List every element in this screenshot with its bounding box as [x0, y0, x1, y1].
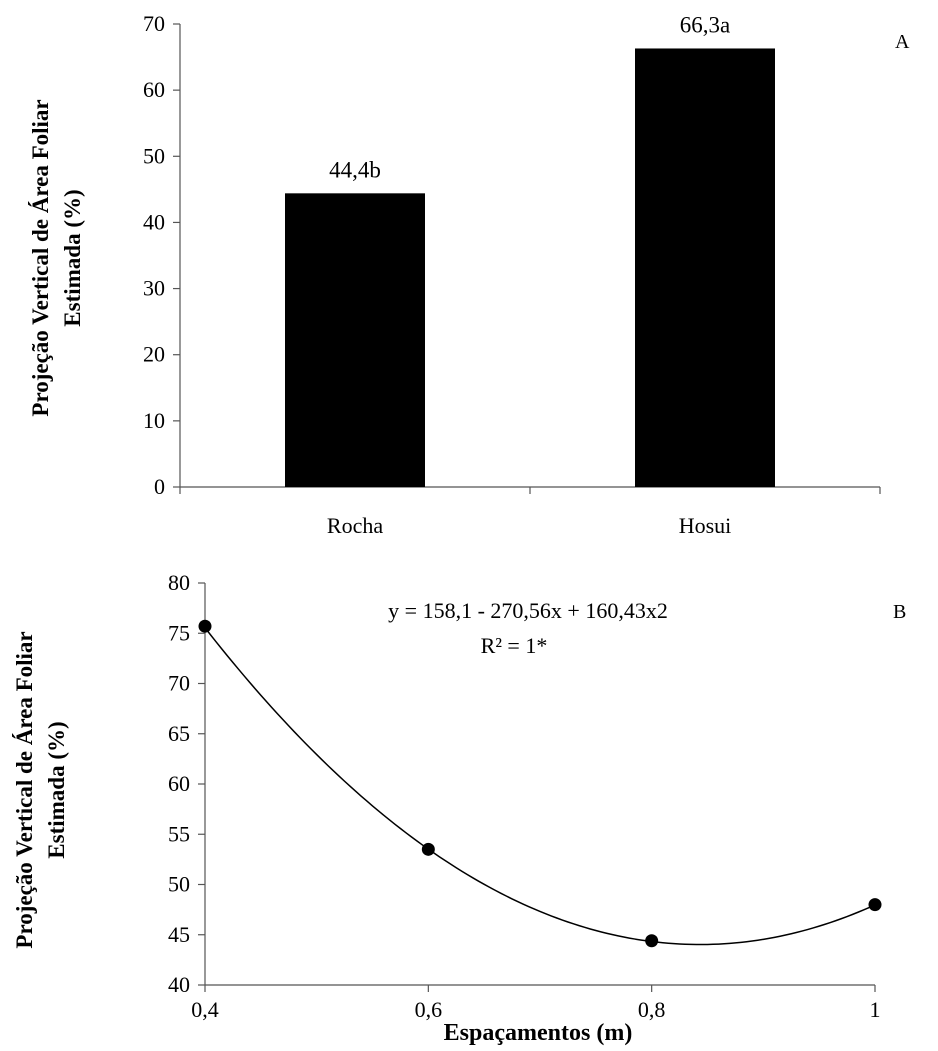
chart-b-y-axis-title-line1: Projeção Vertical de Área Foliar [12, 631, 37, 948]
chart-b-y-tick-label: 80 [168, 570, 190, 595]
chart-a-data-label: 44,4b [329, 157, 381, 182]
chart-a-y-tick-label: 40 [143, 209, 165, 234]
chart-a-data-label: 66,3a [680, 12, 730, 37]
chart-a-y-tick-label: 0 [154, 474, 165, 499]
chart-b-point [421, 842, 435, 856]
chart-a-y-axis: 0 10 20 30 40 50 60 70 [143, 11, 181, 499]
chart-b-points [198, 619, 882, 948]
chart-b-point [645, 934, 659, 948]
panel-a-label: A [895, 31, 910, 53]
chart-b-y-axis: 40 45 50 55 60 65 70 75 80 [168, 570, 206, 997]
chart-b-x-tick-label: 0,6 [415, 997, 443, 1022]
chart-b-r-squared: R² = 1* [481, 633, 548, 658]
chart-b-point [868, 898, 882, 912]
chart-b-point [198, 619, 212, 633]
chart-b-y-tick-label: 75 [168, 620, 190, 645]
chart-a-y-tick-label: 60 [143, 77, 165, 102]
chart-b-x-tick-label: 0,8 [638, 997, 666, 1022]
chart-b-equation: y = 158,1 - 270,56x + 160,43x2 [388, 598, 668, 623]
chart-b-y-tick-label: 65 [168, 721, 190, 746]
chart-a-bar-rocha [285, 193, 425, 487]
chart-a-y-tick-label: 30 [143, 276, 165, 301]
chart-a-x-tick-label: Hosui [679, 513, 732, 538]
chart-b: B Projeção Vertical de Área Foliar Estim… [12, 570, 906, 1046]
chart-b-y-tick-label: 40 [168, 972, 190, 997]
chart-b-fit-curve [204, 627, 876, 946]
chart-a-y-tick-label: 10 [143, 408, 165, 433]
chart-b-y-tick-label: 50 [168, 872, 190, 897]
chart-a-y-tick-label: 20 [143, 342, 165, 367]
chart-a: A Projeção Vertical de Área Foliar Estim… [28, 11, 910, 538]
chart-b-x-tick-label: 0,4 [191, 997, 219, 1022]
chart-a-y-tick-label: 50 [143, 143, 165, 168]
panel-b-label: B [893, 601, 906, 623]
chart-a-bars: 44,4b 66,3a [285, 12, 775, 487]
chart-a-bar-hosui [635, 48, 775, 487]
chart-b-y-axis-title-line2: Estimada (%) [44, 721, 69, 858]
chart-a-y-axis-title-line2: Estimada (%) [60, 189, 85, 326]
chart-a-y-axis-title-line1: Projeção Vertical de Área Foliar [28, 99, 53, 416]
chart-a-x-tick-label: Rocha [327, 513, 383, 538]
chart-b-x-axis: 0,4 0,6 0,8 1 [191, 984, 881, 1022]
chart-b-y-tick-label: 55 [168, 821, 190, 846]
chart-a-x-axis: Rocha Hosui [179, 486, 881, 538]
chart-b-y-tick-label: 45 [168, 922, 190, 947]
chart-b-x-axis-title: Espaçamentos (m) [444, 1020, 633, 1046]
chart-b-x-tick-label: 1 [870, 997, 881, 1022]
chart-b-y-tick-label: 60 [168, 771, 190, 796]
chart-a-y-tick-label: 70 [143, 11, 165, 36]
chart-b-y-tick-label: 70 [168, 671, 190, 696]
